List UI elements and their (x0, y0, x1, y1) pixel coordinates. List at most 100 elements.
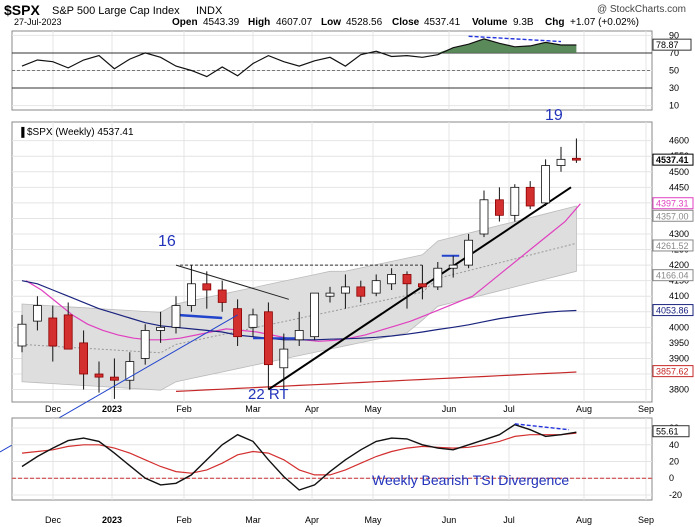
candle (156, 311, 166, 343)
volume-value: 9.3B (513, 17, 534, 28)
price-tag-box (652, 197, 694, 210)
rsi-line (21, 38, 577, 78)
y-tick-label: -20 (669, 490, 682, 500)
bollinger-band (21, 205, 577, 391)
y-tick-label: 90 (669, 30, 679, 40)
candle-body (340, 286, 350, 294)
candle (325, 286, 335, 303)
candle-body (79, 342, 88, 375)
y-tick-label: 4200 (669, 260, 689, 270)
rsi-overbought-fill (437, 38, 577, 53)
candle-body (17, 323, 27, 347)
open-label: Open (172, 17, 198, 28)
price-tag-box (652, 209, 694, 222)
candle-body (156, 326, 166, 331)
candle (340, 274, 350, 309)
candle-body (48, 317, 58, 347)
candle-body (186, 283, 196, 306)
candle (202, 271, 212, 309)
candle (110, 358, 119, 399)
tsi-panel-frame (11, 417, 653, 501)
price-panel: 3800385039003950400040504100415042004250… (11, 121, 694, 403)
month-label: May (364, 515, 382, 525)
chg-label: Chg (545, 17, 564, 28)
y-tick-label: 30 (669, 83, 679, 93)
candle (33, 296, 42, 331)
candle (371, 274, 381, 297)
candle-body (310, 292, 320, 338)
legend-swatch: ▐ (18, 126, 25, 138)
index-name: S&P 500 Large Cap Index (52, 5, 180, 17)
rsi-divergence-line (468, 35, 562, 43)
candle (79, 330, 88, 390)
exchange: INDX (196, 5, 223, 17)
candle-body (294, 330, 304, 341)
close-value: 4537.41 (424, 17, 461, 28)
price-tag-box (652, 153, 694, 166)
y-tick-label: 3800 (669, 385, 689, 395)
candle (541, 159, 550, 206)
tsi-annotation: Weekly Bearish TSI Divergence (372, 472, 569, 488)
candle-body (94, 373, 104, 378)
candle (510, 184, 520, 222)
y-tick-label: 50 (669, 66, 679, 76)
support-trendline (267, 186, 572, 391)
price-tag-box (652, 269, 694, 282)
annotation-22-rt: 22 RT (248, 386, 289, 403)
price-tag-label: 4053.86 (656, 306, 689, 316)
month-label: Feb (176, 515, 192, 525)
y-tick-label: 4500 (669, 167, 689, 177)
candle-body (494, 199, 504, 216)
rsi-value-tag (652, 38, 692, 51)
price-tag-label: 4166.04 (656, 271, 689, 281)
month-label: Jul (503, 515, 515, 525)
annotation-19: 19 (545, 107, 563, 124)
candle-body (33, 305, 42, 322)
panels: 103050709078.873800385039003950400040504… (0, 30, 694, 525)
month-label: Aug (576, 515, 592, 525)
candle-body (202, 283, 212, 291)
y-tick-label: 4450 (669, 182, 689, 192)
tsi-signal-line (21, 432, 577, 476)
month-label: Mar (245, 515, 261, 525)
y-tick-label: 4000 (669, 322, 689, 332)
candle-body (556, 158, 566, 166)
chart-date: 27-Jul-2023 (14, 17, 62, 27)
candle (217, 280, 227, 312)
candle-body (248, 314, 258, 328)
candle (125, 352, 135, 390)
candle (525, 181, 535, 210)
candle-body (279, 348, 289, 369)
candle (279, 333, 289, 390)
candle-body (402, 274, 412, 285)
candle (94, 361, 104, 393)
candle-body (325, 292, 335, 297)
y-tick-label: 3950 (669, 338, 689, 348)
low-label: Low (321, 17, 341, 28)
month-label: Aug (576, 404, 592, 414)
price-tag-label: 4537.41 (656, 155, 689, 165)
tsi-value-label: 55.61 (656, 427, 679, 437)
month-label: Dec (45, 515, 62, 525)
candle-body (356, 286, 366, 297)
candle-body (233, 308, 243, 338)
candle-body (125, 361, 135, 381)
month-label: Mar (245, 404, 261, 414)
candle-body (448, 264, 458, 269)
price-tag-label: 3857.62 (656, 367, 689, 377)
y-tick-label: 70 (669, 48, 679, 58)
resistance-trendline (175, 264, 289, 300)
high-label: High (248, 17, 270, 28)
candle (556, 146, 566, 172)
high-value: 4607.07 (276, 17, 313, 28)
watermark: @ StockCharts.com (597, 4, 686, 15)
price-tag-box (652, 239, 694, 252)
y-tick-label: 20 (669, 457, 679, 467)
candle (479, 190, 489, 238)
candle-body (541, 165, 550, 204)
candle-body (433, 267, 443, 288)
candle (263, 302, 273, 390)
tsi-panel: -200204060Weekly Bearish TSI Divergence5… (11, 417, 690, 501)
month-label: May (364, 404, 382, 414)
candle (402, 271, 412, 309)
